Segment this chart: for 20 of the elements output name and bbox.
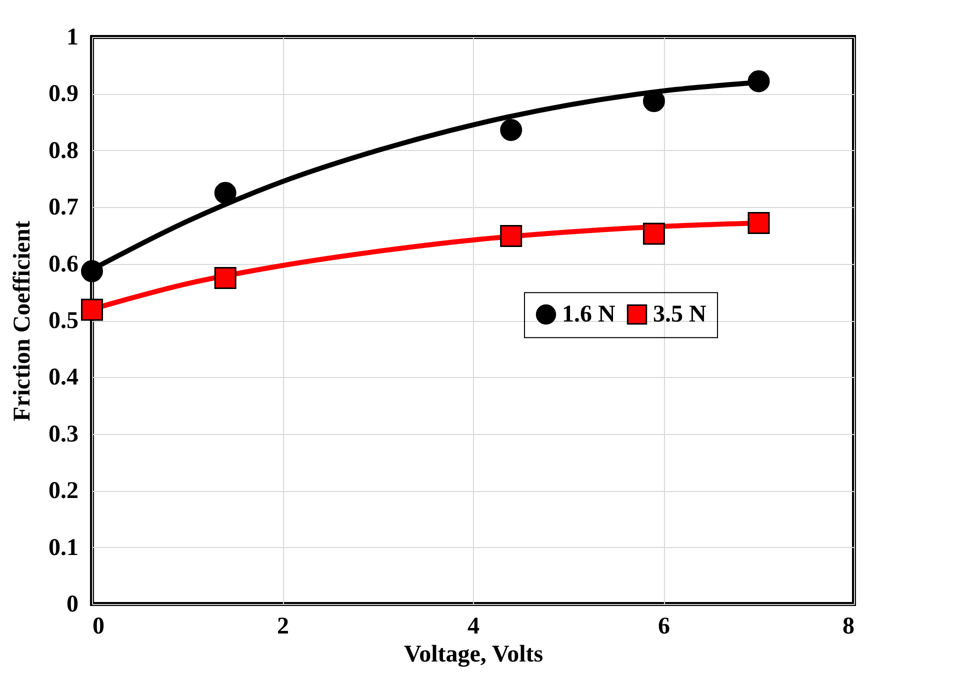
x-tick-label: 2	[277, 614, 289, 640]
y-tick-label: 0.4	[48, 364, 78, 391]
y-tick-label: 0.8	[48, 138, 78, 164]
legend-label: 3.5 N	[653, 301, 707, 328]
y-tick-label: 0	[66, 592, 78, 618]
legend-label: 1.6 N	[562, 301, 616, 328]
y-tick-label: 0.3	[48, 421, 78, 448]
x-tick-label: 6	[658, 614, 670, 640]
x-tick-label: 8	[842, 614, 854, 640]
y-axis-title: Friction Coefficient	[10, 220, 36, 422]
x-axis-title: Voltage, Volts	[404, 642, 544, 668]
y-tick-label: 0.1	[48, 534, 78, 561]
x-tick-label: 0	[92, 614, 104, 640]
y-tick-label: 0.2	[48, 478, 78, 504]
x-tick-label: 4	[468, 614, 480, 640]
y-tick-label: 0.7	[48, 194, 78, 221]
y-tick-label: 1	[66, 24, 78, 50]
y-tick-label: 0.5	[48, 308, 78, 334]
y-tick-label: 0.6	[48, 251, 78, 278]
y-tick-label: 0.9	[48, 81, 78, 108]
